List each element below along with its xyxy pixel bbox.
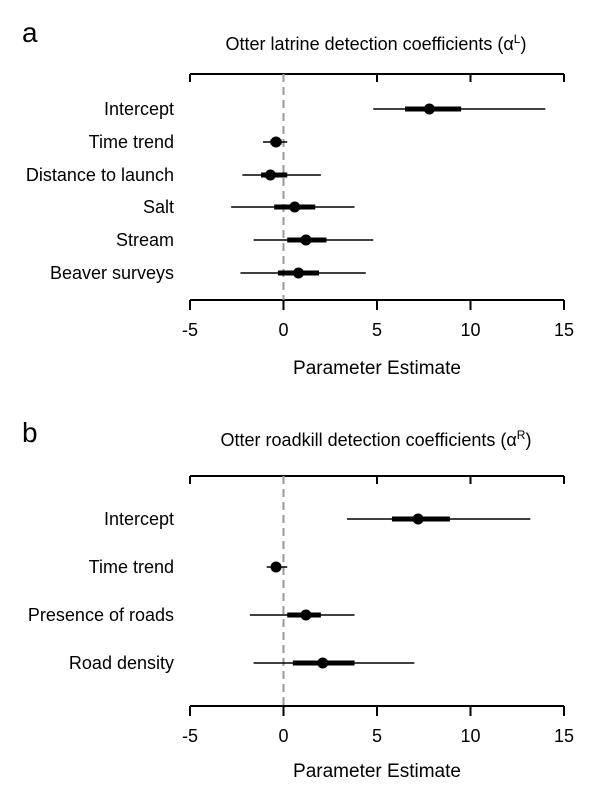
chart-title: Otter latrine detection coefficients (αL…: [226, 32, 527, 54]
estimate-point: [292, 267, 304, 279]
title-superscript: R: [517, 428, 526, 442]
coefficient-row: Stream: [116, 230, 374, 250]
estimate-point: [264, 169, 276, 181]
estimate-point: [317, 657, 329, 669]
coefficient-row: Distance to launch: [26, 165, 321, 185]
x-tick-label: 10: [460, 726, 480, 746]
row-label: Presence of roads: [28, 605, 174, 625]
estimate-point: [412, 513, 424, 525]
row-label: Time trend: [89, 132, 174, 152]
coefficient-row: Road density: [69, 653, 415, 673]
x-tick-label: 15: [554, 320, 574, 340]
x-axis-label: Parameter Estimate: [293, 761, 461, 782]
panel-label: a: [22, 17, 38, 48]
title-superscript: L: [514, 32, 521, 46]
row-label: Road density: [69, 653, 174, 673]
x-tick-label: 5: [372, 320, 382, 340]
row-label: Intercept: [104, 509, 174, 529]
row-label: Distance to launch: [26, 165, 174, 185]
panel-b: b Otter roadkill detection coefficients …: [22, 417, 574, 782]
estimate-point: [270, 561, 282, 573]
estimate-point: [300, 234, 312, 246]
estimate-point: [300, 609, 312, 621]
estimate-point: [289, 201, 301, 213]
coefficient-row: Beaver surveys: [50, 263, 366, 283]
row-label: Stream: [116, 230, 174, 250]
estimate-point: [270, 136, 282, 148]
x-tick-label: -5: [182, 320, 198, 340]
x-tick-label: 0: [278, 320, 288, 340]
coefficient-row: Time trend: [89, 132, 288, 152]
coefficient-row: Presence of roads: [28, 605, 355, 625]
coefficient-row: Time trend: [89, 557, 288, 577]
row-label: Time trend: [89, 557, 174, 577]
x-tick-label: -5: [182, 726, 198, 746]
panel-a: a Otter latrine detection coefficients (…: [22, 17, 574, 379]
coefficient-row: Salt: [143, 197, 355, 217]
x-tick-label: 5: [372, 726, 382, 746]
x-tick-label: 10: [460, 320, 480, 340]
chart-title: Otter roadkill detection coefficients (α…: [221, 428, 532, 450]
x-tick-label: 0: [278, 726, 288, 746]
row-label: Beaver surveys: [50, 263, 174, 283]
row-label: Intercept: [104, 99, 174, 119]
x-axis-label: Parameter Estimate: [293, 358, 461, 379]
panel-label: b: [22, 417, 38, 448]
coefficient-row: Intercept: [104, 99, 546, 119]
x-tick-label: 15: [554, 726, 574, 746]
row-label: Salt: [143, 197, 174, 217]
estimate-point: [423, 103, 435, 115]
coefficient-row: Intercept: [104, 509, 531, 529]
